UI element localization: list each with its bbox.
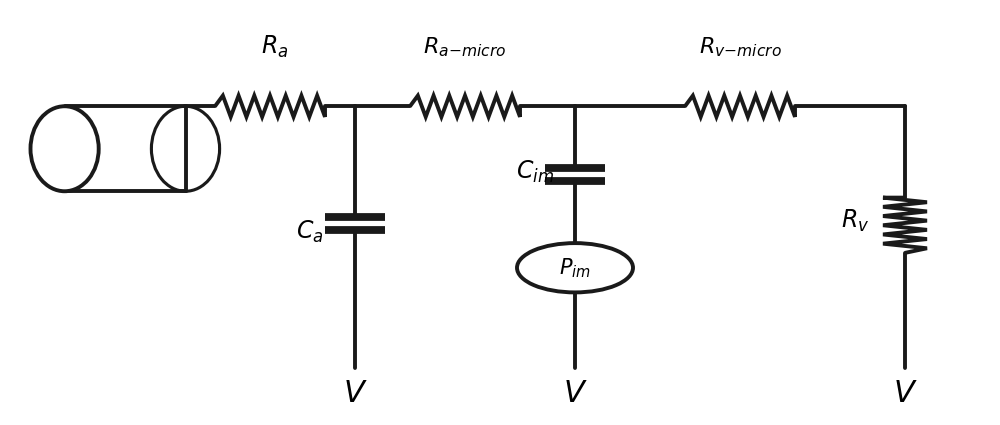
- Text: $V$: $V$: [563, 379, 587, 408]
- Circle shape: [517, 243, 633, 292]
- Text: $V$: $V$: [343, 379, 367, 408]
- Text: $C_{im}$: $C_{im}$: [516, 159, 554, 185]
- Text: $R_{v\mathrm{-}micro}$: $R_{v\mathrm{-}micro}$: [699, 35, 781, 59]
- Text: $R_v$: $R_v$: [841, 208, 869, 234]
- Text: $P_{im}$: $P_{im}$: [559, 256, 591, 280]
- Text: $V$: $V$: [893, 379, 917, 408]
- Text: $R_a$: $R_a$: [261, 34, 289, 60]
- Text: $R_{a\mathrm{-}micro}$: $R_{a\mathrm{-}micro}$: [423, 35, 507, 59]
- Ellipse shape: [30, 106, 99, 191]
- Text: $C_a$: $C_a$: [296, 218, 324, 245]
